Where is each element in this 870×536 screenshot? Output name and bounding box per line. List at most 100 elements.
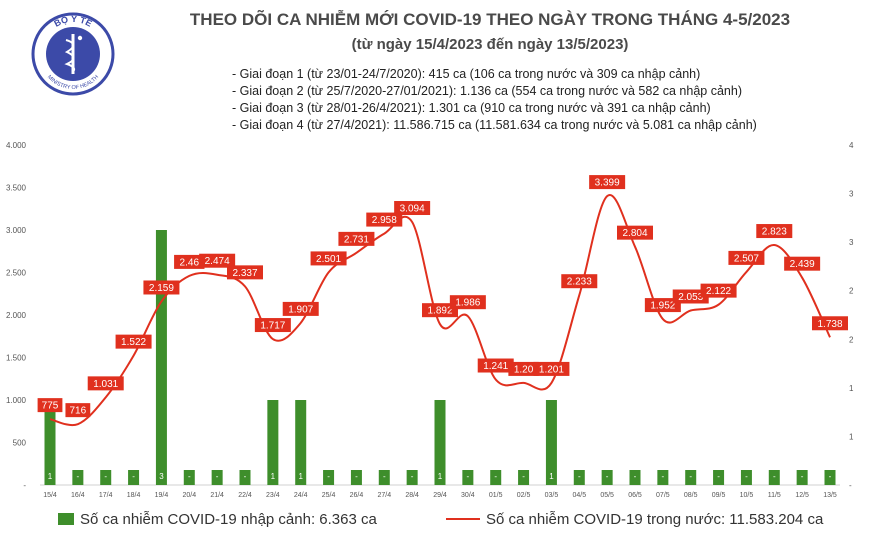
bar-import-cases [406,470,418,485]
x-tick-label: 25/4 [322,492,336,499]
line-point-label: 1.201 [539,364,564,375]
chart-subtitle: (từ ngày 15/4/2023 đến ngày 13/5/2023) [351,36,629,53]
line-point-label: 2.731 [344,234,369,245]
right-axis-tick-label: 3 [849,190,854,199]
bar-label: - [773,472,776,481]
bar-label: - [829,472,832,481]
line-point-label: 2.507 [734,253,759,264]
legend-bar: Số ca nhiễm COVID-19 nhập cảnh: 6.363 ca [58,508,377,530]
bar-label: - [745,472,748,481]
line-point-label-box [477,358,514,373]
bar-import-cases [545,400,557,485]
line-point-label: 2.233 [567,277,592,288]
bar-label: 1 [48,472,53,481]
x-tick-label: 26/4 [350,492,364,499]
bar-label: - [327,472,330,481]
bar-import-cases [100,470,112,485]
bar-label: - [216,472,219,481]
bar-import-cases [573,470,585,485]
x-tick-label: 30/4 [461,492,475,499]
line-point-label-box [561,274,598,289]
line-point-label: 1.986 [455,298,480,309]
bar-import-cases [685,470,697,485]
line-point-label: 2.474 [205,256,230,267]
bar-label: 1 [271,472,276,481]
line-point-label-box [728,250,765,265]
line-point-label-box [199,253,236,268]
bar-import-cases [323,470,335,485]
bar-import-cases [462,470,474,485]
x-tick-label: 03/5 [545,492,559,499]
legend-bar-swatch [58,513,74,525]
line-point-label: 716 [70,406,87,417]
line-point-label: 2.501 [316,254,341,265]
bar-import-cases [824,470,836,485]
logo-top-text: BỘ Y TẾ [52,13,93,28]
left-axis-tick-label: 2.000 [6,311,27,320]
line-point-label-box [282,301,319,316]
line-point-label-box [338,231,375,246]
line-point-label-box [508,361,539,376]
left-axis-tick-label: 500 [13,439,27,448]
line-point-label-box [756,224,793,239]
line-point-label: 1.892 [427,306,452,317]
line-point-label-box [617,225,653,240]
bar-import-cases [295,400,307,485]
bar-import-cases [713,470,725,485]
line-point-label: 2.439 [790,259,815,270]
right-axis-tick-label: 1 [849,384,854,393]
bar-label: - [689,472,692,481]
bar-label: 1 [438,472,443,481]
line-point-label-box [784,256,821,271]
bar-import-cases [740,470,752,485]
stage-1-text: - Giai đoạn 1 (từ 23/01-24/7/2020): 415 … [232,67,701,81]
x-tick-label: 04/5 [572,492,586,499]
bar-label: - [411,472,414,481]
right-axis-tick-label: - [849,481,852,490]
bar-label: - [355,472,358,481]
line-point-label: 2.804 [622,228,647,239]
stage-3-text: - Giai đoạn 3 (từ 28/01-26/4/2021): 1.30… [232,101,711,115]
line-point-label-box [422,303,458,318]
bar-import-cases [128,470,140,485]
line-point-label: 1.738 [817,319,842,330]
bar-label: - [578,472,581,481]
bar-import-cases [796,470,808,485]
line-point-label: 2.053 [678,292,703,303]
bar-import-cases [211,470,223,485]
line-point-label: 2.337 [232,268,257,279]
left-axis-tick-label: 3.000 [6,226,27,235]
stage-4-text: - Giai đoạn 4 (từ 27/4/2021): 11.586.715… [232,118,757,132]
line-point-label-box [394,201,431,216]
x-tick-label: 11/5 [768,492,781,499]
x-tick-label: 02/5 [517,492,531,499]
bar-import-cases [44,400,56,485]
bar-import-cases [350,470,362,485]
x-tick-label: 06/5 [628,492,642,499]
line-point-label-box [366,212,403,227]
right-axis-tick-label: 1 [849,432,854,441]
bar-label: - [662,472,665,481]
x-tick-label: 09/5 [712,492,726,499]
line-point-label-box [87,376,124,391]
bar-label: 1 [549,472,554,481]
x-tick-label: 05/5 [600,492,614,499]
line-point-label: 775 [42,401,59,412]
right-axis-tick-label: 2 [849,335,854,344]
bar-import-cases [657,470,669,485]
line-point-label: 2.122 [706,286,731,297]
bar-import-cases [601,470,613,485]
bar-label: - [606,472,609,481]
stage-summary: - Giai đoạn 1 (từ 23/01-24/7/2020): 415 … [232,66,757,134]
left-axis-tick-label: 3.500 [6,184,27,193]
line-point-label-box [533,361,570,376]
right-axis-tick-label: 4 [849,141,854,150]
x-tick-label: 01/5 [489,492,503,499]
bar-label: 1 [298,472,303,481]
bar-import-cases [378,470,390,485]
line-point-label: 3.399 [595,178,620,189]
ministry-of-health-logo: BỘ Y TẾ MINISTRY OF HEALTH [31,12,115,96]
bar-import-cases [768,470,780,485]
bar-import-cases [629,470,641,485]
line-point-label: 1.717 [260,321,285,332]
